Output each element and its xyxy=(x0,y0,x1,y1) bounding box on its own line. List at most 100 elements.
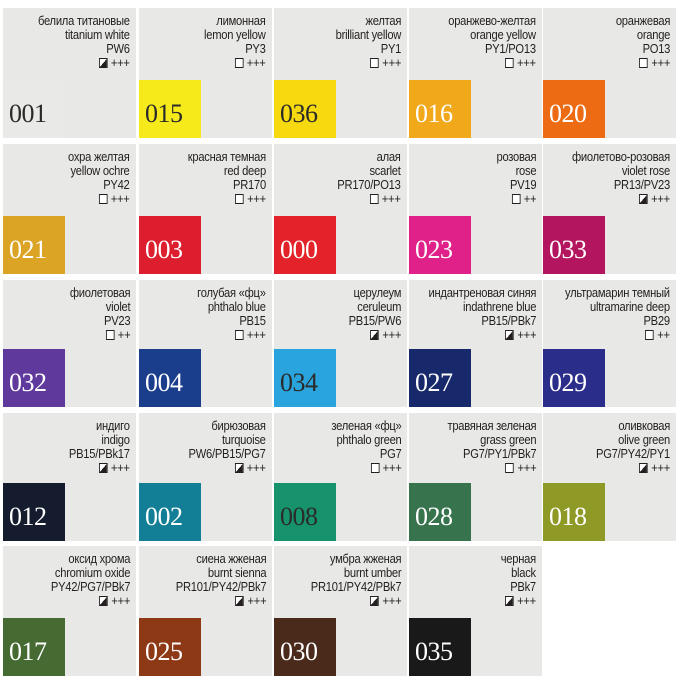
color-name-en: lemon yellow xyxy=(204,27,266,42)
properties-row: +++ xyxy=(331,461,401,475)
semi-transparent-icon xyxy=(505,330,514,340)
transparent-icon xyxy=(639,58,648,68)
color-number: 036 xyxy=(280,99,318,128)
properties-row: +++ xyxy=(175,594,266,608)
semi-transparent-icon xyxy=(235,463,244,473)
color-number: 021 xyxy=(9,235,47,264)
transparent-icon xyxy=(645,330,655,340)
color-name-ru: травяная зеленая xyxy=(447,418,536,433)
color-name-ru: голубая «фц» xyxy=(197,285,266,300)
color-card: травяная зеленая grass green PG7/PY1/PBk7 +… xyxy=(409,413,542,541)
color-name-ru: сиена жженая xyxy=(195,551,266,566)
color-labels: оливковая olive green PG7/PY42/PY1 +++ xyxy=(596,419,670,475)
color-name-ru: зеленая «фц» xyxy=(330,418,401,433)
color-labels: сиена жженая burnt sienna PR101/PY42/PBk7 +… xyxy=(175,552,266,608)
color-swatch: 036 xyxy=(274,80,336,138)
color-card: красная темная red deep PR170 +++ 003 xyxy=(139,144,272,274)
color-labels: красная темная red deep PR170 +++ xyxy=(188,150,266,206)
color-swatch: 000 xyxy=(274,216,336,274)
properties-row: +++ xyxy=(501,594,536,608)
pigment-code: PY42/PG7/PBk7 xyxy=(50,579,131,594)
color-number: 033 xyxy=(549,235,587,264)
lightfastness-rating: +++ xyxy=(517,327,536,342)
properties-row: ++ xyxy=(496,192,536,206)
color-number: 023 xyxy=(415,235,453,264)
color-card: фиолетовая violet PV23 ++ 032 xyxy=(3,280,136,407)
transparent-icon xyxy=(370,463,379,473)
properties-row: +++ xyxy=(428,328,536,342)
color-number: 028 xyxy=(415,502,453,531)
pigment-code: PB15/PW6 xyxy=(348,313,401,328)
color-name-en: olive green xyxy=(618,432,670,447)
color-card: лимонная lemon yellow PY3 +++ 015 xyxy=(139,8,272,138)
color-swatch: 033 xyxy=(543,216,605,274)
properties-row: +++ xyxy=(338,192,401,206)
lightfastness-rating: +++ xyxy=(651,460,670,475)
pigment-code: PY42 xyxy=(103,177,131,192)
color-card: индиго indigo PB15/PBk17 +++ 012 xyxy=(3,413,136,541)
color-swatch: 025 xyxy=(139,618,201,676)
color-number: 004 xyxy=(145,368,183,397)
lightfastness-rating: +++ xyxy=(111,55,130,70)
color-card: оранжево-желтая orange yellow PY1/PO13 +++ 0… xyxy=(409,8,542,138)
color-labels: черная black PBk7 +++ xyxy=(501,552,536,608)
color-card: умбра жженая burnt umber PR101/PY42/PBk7 ++… xyxy=(274,546,407,676)
color-number: 001 xyxy=(9,99,47,128)
color-card: охра желтая yellow ochre PY42 +++ 021 xyxy=(3,144,136,274)
color-number: 016 xyxy=(415,99,453,128)
pigment-code: PB15/PBk7 xyxy=(481,313,536,328)
color-number: 035 xyxy=(415,637,453,666)
pigment-code: PBk7 xyxy=(510,579,536,594)
color-labels: фиолетовая violet PV23 ++ xyxy=(69,286,130,342)
properties-row: +++ xyxy=(189,461,266,475)
color-name-en: burnt sienna xyxy=(207,565,267,580)
pigment-code: PB15 xyxy=(239,313,267,328)
properties-row: +++ xyxy=(348,328,401,342)
color-name-en: phthalo green xyxy=(335,432,401,447)
color-swatch: 035 xyxy=(409,618,471,676)
lightfastness-rating: +++ xyxy=(247,55,266,70)
color-card: ультрамарин темный ultramarine deep PB29 ++… xyxy=(543,280,676,407)
color-name-en: violet rose xyxy=(621,163,670,178)
pigment-code: PG7 xyxy=(379,446,401,461)
color-name-en: orange yellow xyxy=(470,27,536,42)
color-card: индантреновая синяя indathrene blue PB15/P… xyxy=(409,280,542,407)
color-labels: зеленая «фц» phthalo green PG7 +++ xyxy=(331,419,401,475)
color-name-ru: фиолетово-розовая xyxy=(572,149,670,164)
color-card: оливковая olive green PG7/PY42/PY1 +++ 018 xyxy=(543,413,676,541)
color-name-ru: ультрамарин темный xyxy=(565,285,670,300)
pigment-code: PG7/PY1/PBk7 xyxy=(462,446,537,461)
properties-row: ++ xyxy=(69,328,130,342)
transparent-icon xyxy=(505,463,514,473)
color-swatch: 012 xyxy=(3,483,65,541)
color-name-ru: индиго xyxy=(96,418,130,433)
color-swatch: 001 xyxy=(3,80,65,138)
transparent-icon xyxy=(235,58,244,68)
color-name-en: brilliant yellow xyxy=(335,27,402,42)
semi-transparent-icon xyxy=(639,194,648,204)
semi-transparent-icon xyxy=(99,596,108,606)
color-card: сиена жженая burnt sienna PR101/PY42/PBk7 +… xyxy=(139,546,272,676)
color-swatch: 027 xyxy=(409,349,471,407)
color-labels: индиго indigo PB15/PBk17 +++ xyxy=(69,419,130,475)
color-card: оранжевая orange PO13 +++ 020 xyxy=(543,8,676,138)
color-card: бирюзовая turquoise PW6/PB15/PG7 +++ 002 xyxy=(139,413,272,541)
color-labels: бирюзовая turquoise PW6/PB15/PG7 +++ xyxy=(189,419,266,475)
color-number: 002 xyxy=(145,502,183,531)
lightfastness-rating: +++ xyxy=(111,593,130,608)
transparent-icon xyxy=(235,330,244,340)
pigment-code: PV19 xyxy=(509,177,537,192)
lightfastness-rating: +++ xyxy=(651,191,670,206)
color-name-en: grass green xyxy=(479,432,536,447)
color-labels: травяная зеленая grass green PG7/PY1/PBk7 +… xyxy=(447,419,536,475)
lightfastness-rating: +++ xyxy=(247,191,266,206)
color-number: 012 xyxy=(9,502,47,531)
color-swatch: 032 xyxy=(3,349,65,407)
transparent-icon xyxy=(370,58,379,68)
color-name-ru: оливковая xyxy=(618,418,670,433)
lightfastness-rating: +++ xyxy=(382,55,401,70)
color-card: белила титановые titanium white PW6 +++ 001 xyxy=(3,8,136,138)
semi-transparent-icon xyxy=(370,330,379,340)
pigment-code: PW6/PB15/PG7 xyxy=(188,446,266,461)
transparent-icon xyxy=(505,58,514,68)
